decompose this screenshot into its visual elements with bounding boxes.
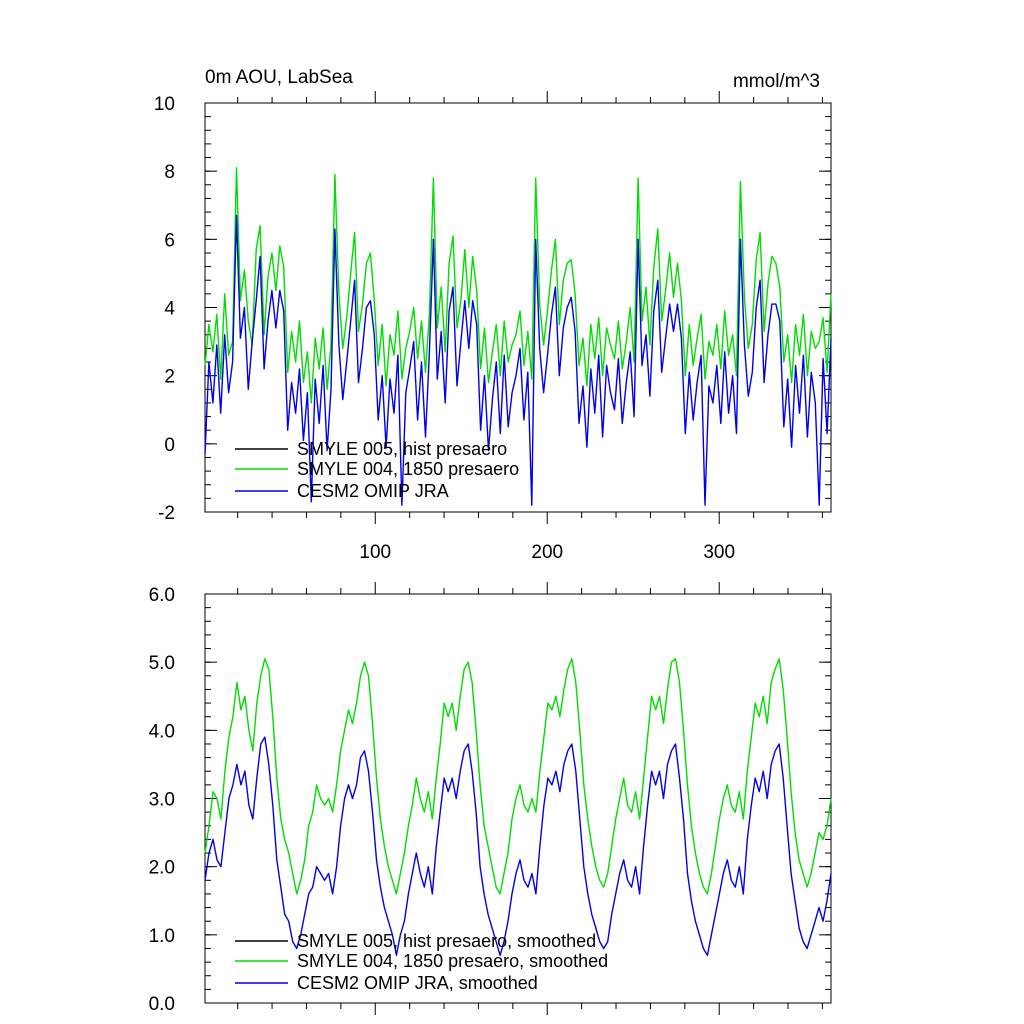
x-tick-label: 300 [703,542,735,563]
series-line [204,658,832,895]
legend-item: SMYLE 005, hist presaero, smoothed [235,931,596,951]
y-tick-label: 2 [164,367,175,388]
y-tick-label: 6 [164,230,175,251]
legend-item: SMYLE 004, 1850 presaero, smoothed [235,951,608,971]
legend-label: CESM2 OMIP JRA [297,481,449,501]
top-panel-title: 0m AOU, LabSea [205,67,353,88]
legend-item: SMYLE 005, hist presaero [235,439,507,459]
legend-label: SMYLE 005, hist presaero [297,439,507,459]
y-tick-label: 0 [164,435,175,456]
y-tick-label: 6.0 [149,585,175,606]
top-panel: 0m AOU, LabSea mmol/m^3 -2 0 2 4 6 8 10 100 200… [154,67,832,563]
y-tick-label: 1.0 [149,926,175,947]
legend-label: CESM2 OMIP JRA, smoothed [297,973,538,993]
top-panel-series [204,167,832,506]
y-tick-label: -2 [158,503,175,524]
y-tick-label: 3.0 [149,790,175,811]
bottom-panel-legend: SMYLE 005, hist presaero, smoothed SMYLE… [235,931,608,993]
top-panel-legend: SMYLE 005, hist presaero SMYLE 004, 1850… [235,439,519,501]
y-tick-label: 2.0 [149,858,175,879]
legend-item: CESM2 OMIP JRA, smoothed [235,973,538,993]
y-tick-label: 8 [164,162,175,183]
legend-item: SMYLE 004, 1850 presaero [235,459,519,479]
bottom-panel-series [204,658,832,956]
legend-item: CESM2 OMIP JRA [235,481,449,501]
series-line [204,167,832,404]
x-tick-label: 100 [359,542,391,563]
legend-label: SMYLE 004, 1850 presaero, smoothed [297,951,608,971]
bottom-panel-y-tick-labels: 0.0 1.0 2.0 3.0 4.0 5.0 6.0 [149,585,175,1015]
legend-label: SMYLE 004, 1850 presaero [297,459,519,479]
top-panel-x-tick-labels: 100 200 300 [359,542,735,563]
y-tick-label: 5.0 [149,653,175,674]
bottom-panel: 0.0 1.0 2.0 3.0 4.0 5.0 6.0 SMYLE 005, hist pr… [149,582,832,1015]
series-line [204,736,832,956]
top-panel-units: mmol/m^3 [733,71,820,92]
y-tick-label: 10 [154,94,175,115]
x-tick-label: 200 [531,542,563,563]
series-line [204,214,832,506]
legend-label: SMYLE 005, hist presaero, smoothed [297,931,596,951]
y-tick-label: 0.0 [149,994,175,1015]
y-tick-label: 4 [164,299,175,320]
top-panel-y-tick-labels: -2 0 2 4 6 8 10 [154,94,176,524]
bottom-panel-ticks [205,582,831,1015]
y-tick-label: 4.0 [149,721,175,742]
